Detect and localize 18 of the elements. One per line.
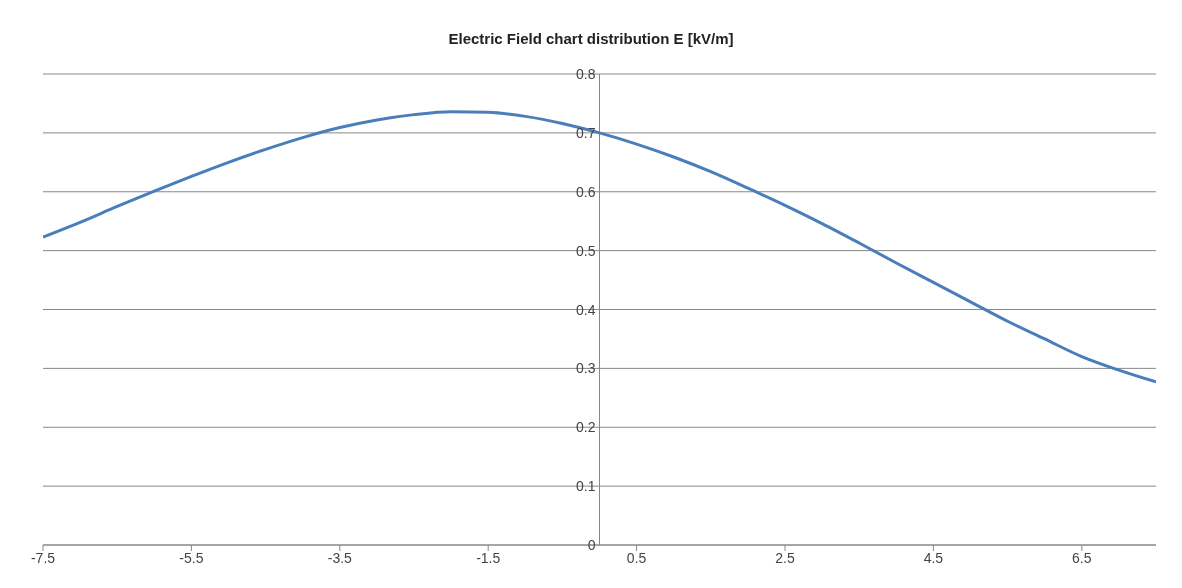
- y-tick-label: 0.1: [576, 478, 596, 495]
- x-tick-label: 0.5: [626, 549, 647, 566]
- x-tick-label: 6.5: [1072, 549, 1092, 566]
- y-tick-label: 0.8: [576, 66, 596, 82]
- x-tick-label: -5.5: [179, 549, 204, 566]
- y-tick-label: 0.7: [576, 124, 596, 141]
- chart-title: Electric Field chart distribution E [kV/m]: [447, 30, 735, 47]
- line-series: [43, 110, 1156, 384]
- y-tick-label: 0.6: [576, 183, 596, 200]
- y-tick-label: 0.2: [576, 419, 596, 436]
- y-tick-label: 0.3: [576, 360, 596, 377]
- x-tick-label: -7.5: [30, 549, 56, 566]
- y-tick-label: 0.5: [576, 242, 596, 259]
- x-tick-label: -3.5: [327, 549, 353, 566]
- y-tick-label: 0: [587, 537, 596, 553]
- x-tick-label: -1.5: [476, 549, 501, 566]
- x-tick-label: 4.5: [923, 549, 944, 566]
- x-tick-label: 2.5: [775, 549, 795, 566]
